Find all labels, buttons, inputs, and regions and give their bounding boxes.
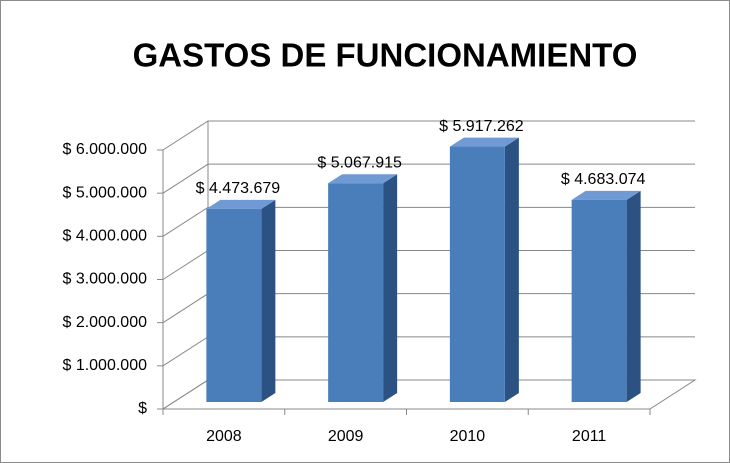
bar-top	[449, 137, 519, 147]
bar-top	[571, 190, 641, 200]
x-tick-label: 2009	[328, 428, 364, 445]
bar	[571, 199, 627, 402]
bar-top	[206, 199, 276, 209]
data-label: $ 5.917.262	[439, 118, 524, 135]
bar-side	[504, 137, 519, 402]
bar-side	[626, 190, 641, 402]
grid-line	[162, 206, 695, 237]
y-tick-label: $ 5.000.000	[62, 184, 147, 201]
y-tick-label: $ 4.000.000	[62, 228, 147, 245]
grid-line	[162, 163, 695, 194]
y-tick-label: $	[138, 400, 147, 417]
data-label: $ 5.067.915	[317, 154, 402, 171]
y-tick-label: $ 6.000.000	[62, 141, 147, 158]
x-tick-label: 2008	[206, 428, 242, 445]
data-label: $ 4.683.074	[561, 171, 646, 188]
x-tick-label: 2011	[572, 428, 607, 445]
data-label: $ 4.473.679	[196, 180, 281, 197]
bar	[328, 183, 384, 402]
chart-title: GASTOS DE FUNCIONAMIENTO	[133, 37, 638, 74]
y-tick-label: $ 3.000.000	[62, 271, 147, 288]
bar	[449, 146, 505, 402]
grid-line	[162, 120, 695, 151]
y-tick-label: $ 1.000.000	[62, 357, 147, 374]
bar-top	[328, 174, 398, 184]
y-tick-label: $ 2.000.000	[62, 314, 147, 331]
bar-side	[383, 174, 398, 402]
bar-side	[261, 199, 276, 402]
x-tick-label: 2010	[450, 428, 486, 445]
bar	[206, 208, 262, 402]
